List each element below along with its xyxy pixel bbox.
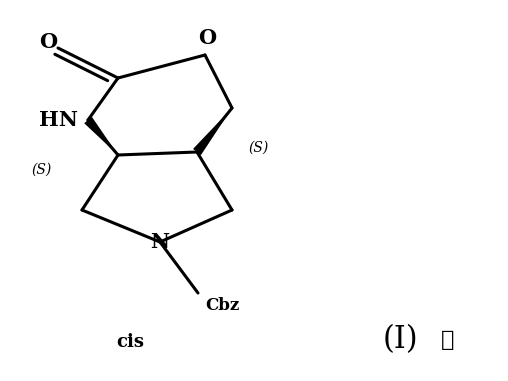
- Text: 。: 。: [441, 330, 455, 350]
- Text: Cbz: Cbz: [205, 296, 239, 314]
- Text: O: O: [198, 28, 216, 48]
- Polygon shape: [84, 117, 118, 155]
- Text: HN: HN: [39, 110, 78, 130]
- Text: O: O: [39, 32, 57, 52]
- Text: cis: cis: [116, 333, 144, 351]
- Text: (I): (I): [382, 325, 418, 355]
- Text: N: N: [150, 232, 170, 252]
- Text: (S): (S): [248, 141, 268, 155]
- Polygon shape: [193, 108, 232, 155]
- Text: (S): (S): [32, 163, 52, 177]
